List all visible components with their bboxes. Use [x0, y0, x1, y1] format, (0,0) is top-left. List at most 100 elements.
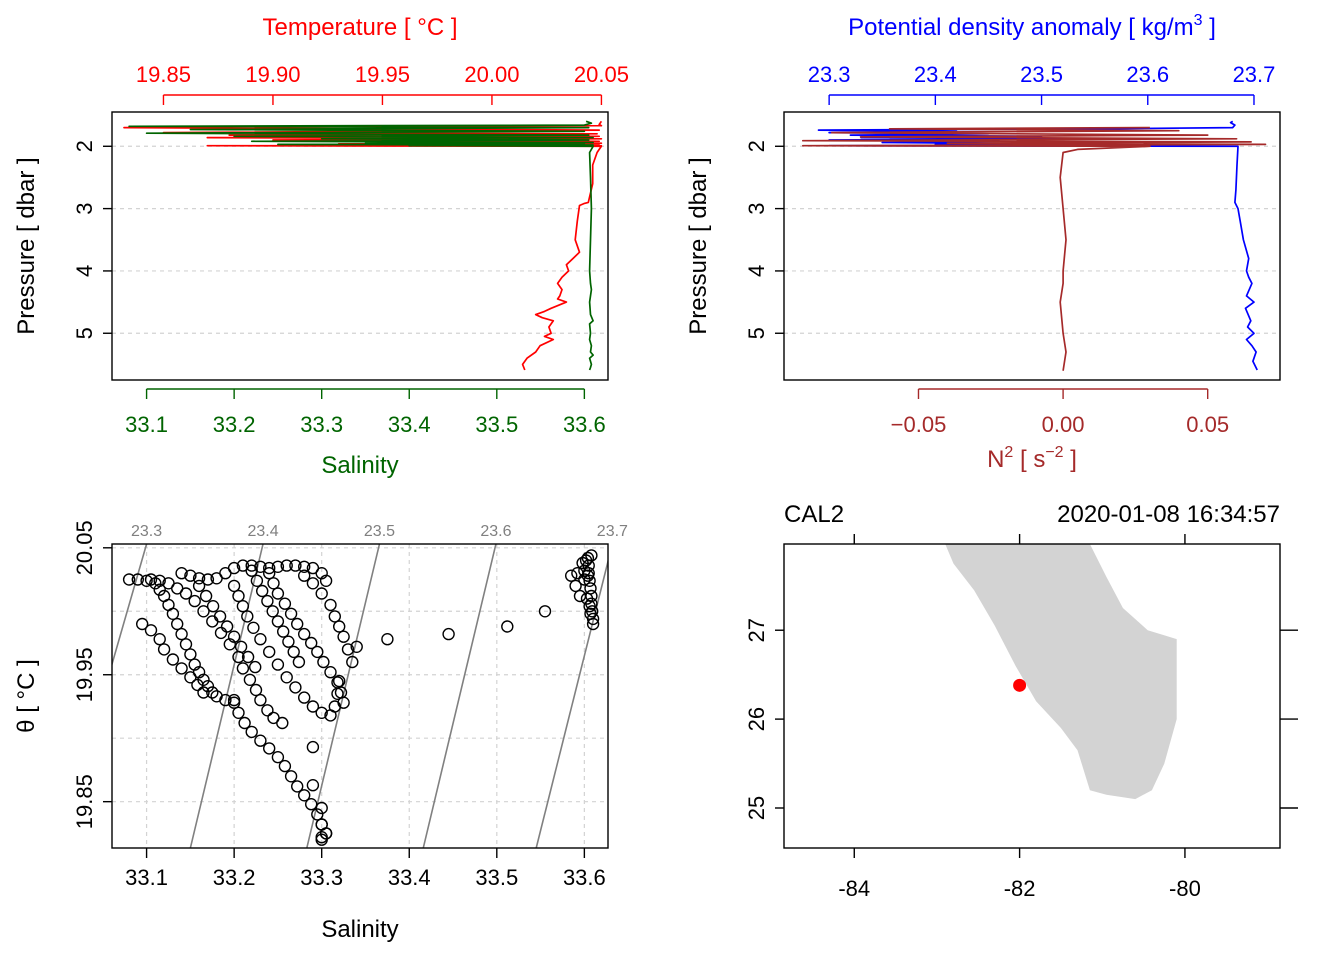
- land-area: [928, 544, 1177, 800]
- temperature-axis-title: Temperature [ °C ]: [263, 14, 458, 41]
- y-tick-label: 2: [72, 140, 97, 152]
- ts-points: [122, 549, 600, 846]
- ts-grid: [112, 544, 608, 848]
- ts-point: [271, 560, 285, 573]
- density-n2-profile: 2 3 4 5 23.3 23.4 23.5 23.6 23.7 −0.05 0.00 0.05 Po…: [685, 12, 1281, 473]
- salinity-axis-title: Salinity: [321, 916, 398, 943]
- plot-frame: [111, 111, 609, 381]
- ts-point: [319, 574, 333, 587]
- y-tick-label: 5: [72, 327, 97, 339]
- ts-point: [131, 573, 145, 586]
- isopycnal-line: [422, 544, 497, 848]
- y-tick-label: 3: [744, 202, 769, 214]
- ts-point: [341, 643, 355, 656]
- plot-frame: [783, 111, 1281, 381]
- ts-point: [197, 686, 210, 699]
- ts-point: [298, 627, 311, 641]
- ts-point: [315, 801, 328, 815]
- salinity-axis-title: Salinity: [321, 452, 398, 479]
- isopycnal-line: [189, 544, 264, 848]
- ts-point: [184, 648, 197, 661]
- ts-point: [289, 559, 302, 572]
- ts-point: [298, 789, 311, 802]
- temperature-salinity-profile: 2 3 4 5 19.85 19.90 19.95 20.00 20.05 33.1 33.2 33.…: [13, 14, 629, 479]
- profile-series: [123, 120, 603, 371]
- lon-tick-label: -80: [1169, 876, 1201, 901]
- ts-point: [346, 655, 359, 669]
- ts-point: [317, 655, 330, 669]
- bottom-tick-label: 33.2: [213, 412, 256, 437]
- ts-point: [214, 626, 228, 640]
- ts-point: [243, 673, 257, 686]
- ts-point: [206, 686, 219, 699]
- ts-point: [234, 640, 248, 653]
- ts-point: [157, 643, 171, 656]
- ts-point: [245, 725, 258, 739]
- ts-point: [291, 780, 304, 793]
- ts-point: [324, 598, 337, 612]
- ts-point: [263, 561, 276, 575]
- ts-point: [153, 633, 166, 646]
- ts-point: [284, 607, 298, 620]
- ts-point: [192, 579, 206, 593]
- ts-point: [153, 574, 166, 587]
- bottom-tick-label: 0.00: [1042, 412, 1085, 437]
- ts-point: [220, 620, 234, 633]
- ts-point: [583, 600, 596, 613]
- ts-point: [277, 625, 290, 638]
- ts-point: [236, 600, 250, 613]
- lon-tick-label: -84: [838, 876, 870, 901]
- lat-tick-label: 27: [744, 618, 769, 642]
- bottom-tick-label: 0.05: [1186, 412, 1229, 437]
- station-datetime: 2020-01-08 16:34:57: [1057, 501, 1280, 528]
- ts-point: [305, 798, 318, 811]
- ts-point: [227, 579, 241, 593]
- ts-point: [585, 549, 598, 562]
- pressure-grid: [112, 145, 608, 334]
- map-frame: [783, 543, 1281, 849]
- ts-point: [153, 583, 166, 596]
- ts-point: [333, 620, 346, 633]
- ts-point: [263, 645, 276, 659]
- top-tick-label: 19.95: [355, 62, 410, 87]
- isopycnal-label: 23.4: [247, 523, 278, 540]
- y-tick-label: 19.95: [72, 647, 97, 702]
- y-tick-label: 3: [72, 202, 97, 214]
- ts-point: [311, 808, 324, 821]
- ts-point: [201, 573, 215, 586]
- y-tick-label: 19.85: [72, 774, 97, 829]
- y-tick-label: 2: [744, 140, 769, 152]
- ts-point: [199, 589, 213, 603]
- ts-point: [238, 716, 251, 730]
- bottom-tick-label: 33.4: [388, 412, 431, 437]
- ts-point: [442, 627, 455, 641]
- ts-point: [192, 572, 206, 585]
- top-tick-label: 23.3: [808, 62, 851, 87]
- ts-point: [305, 636, 318, 650]
- y-tick-label: 20.05: [72, 520, 97, 575]
- ts-point: [254, 693, 267, 707]
- ts-point: [298, 560, 311, 573]
- ts-point: [578, 573, 591, 586]
- bottom-tick-label: −0.05: [891, 412, 947, 437]
- station-map: -84 -82 -80 25 26 27 CAL2 2020-01-08 16:34:57: [744, 501, 1298, 901]
- profile-series: [801, 120, 1267, 371]
- ts-point: [289, 681, 302, 694]
- ts-point: [122, 573, 136, 586]
- ts-point: [315, 587, 328, 600]
- ts-point: [261, 594, 274, 608]
- ts-point: [501, 620, 514, 633]
- ts-point: [271, 751, 285, 764]
- ts-point: [292, 655, 306, 669]
- ts-point: [337, 696, 350, 709]
- plot-frame: [111, 543, 609, 849]
- ts-point: [206, 600, 220, 613]
- ts-point: [241, 650, 255, 664]
- ts-point: [256, 584, 269, 598]
- ts-point: [271, 658, 285, 671]
- ts-point: [249, 683, 263, 697]
- ts-point: [538, 605, 552, 618]
- ts-point: [197, 605, 210, 618]
- isopycnal-line: [112, 544, 148, 667]
